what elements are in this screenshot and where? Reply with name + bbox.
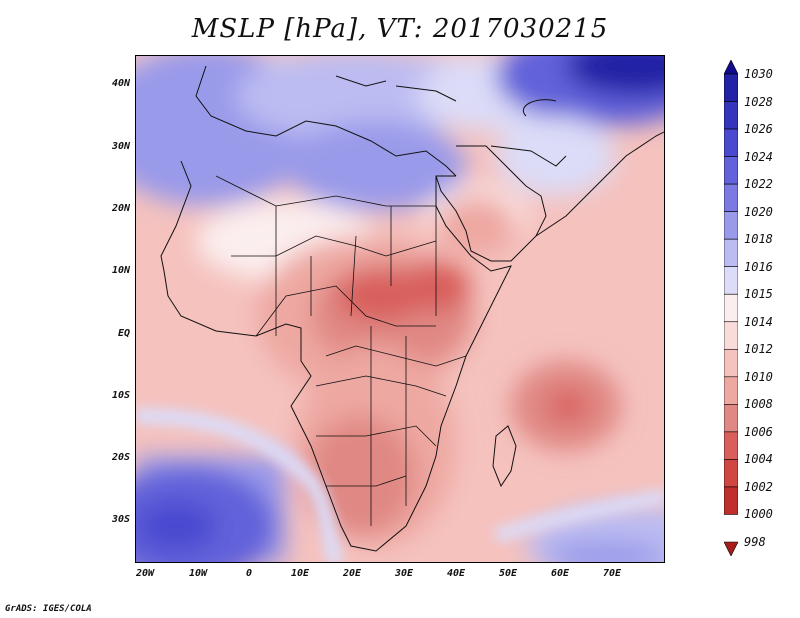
lon-label: 20E xyxy=(342,568,362,579)
lon-label: 20W xyxy=(135,568,155,579)
colorbar-level-label: 1018 xyxy=(744,232,773,247)
colorbar-level-label: 1004 xyxy=(744,452,773,467)
colorbar-level-label: 1006 xyxy=(744,424,773,439)
colorbar-level-label: 998 xyxy=(744,535,766,549)
colorbar-level-label: 1028 xyxy=(744,94,773,109)
colorbar-level-label: 1030 xyxy=(744,67,773,81)
lon-label: 60E xyxy=(550,568,570,579)
colorbar-level-label: 1008 xyxy=(744,397,773,412)
colorbar-level-label: 1010 xyxy=(744,369,773,384)
colorbar-level-label: 1014 xyxy=(744,314,773,329)
lat-label: 30N xyxy=(111,141,130,152)
lat-label: 10S xyxy=(111,390,130,401)
country-borders xyxy=(215,175,467,526)
lon-label: 30E xyxy=(394,568,414,579)
colorbar-swatch xyxy=(724,183,738,212)
colorbar-bottom-arrow xyxy=(724,541,738,556)
lon-label: 70E xyxy=(602,568,622,579)
colorbar-swatch xyxy=(724,73,738,102)
colorbar-level-label: 1000 xyxy=(744,507,773,522)
colorbar-swatch xyxy=(724,486,738,515)
colorbar-level-label: 1012 xyxy=(744,342,773,357)
pressure-field-map xyxy=(136,56,664,562)
lat-label: 40N xyxy=(111,78,130,89)
colorbar-swatch xyxy=(724,266,738,295)
colorbar-swatch xyxy=(724,431,738,460)
lat-label: 30S xyxy=(111,514,130,525)
colorbar xyxy=(724,60,738,556)
colorbar-level-label: 1022 xyxy=(744,177,773,192)
coastlines xyxy=(160,65,664,552)
colorbar-swatch xyxy=(724,376,738,405)
colorbar-level-label: 1002 xyxy=(744,479,773,494)
colorbar-level-label: 1015 xyxy=(744,287,773,302)
colorbar-level-label: 1016 xyxy=(744,259,773,274)
colorbar-swatch xyxy=(724,101,738,130)
map-title: MSLP [hPa], VT: 2017030215 xyxy=(191,14,609,44)
colorbar-swatch xyxy=(724,348,738,378)
lon-label: 0 xyxy=(245,568,253,579)
credit-label: GrADS: IGES/COLA xyxy=(5,604,92,614)
colorbar-swatch xyxy=(724,293,738,323)
lat-label: 10N xyxy=(111,265,130,276)
colorbar-level-label: 1024 xyxy=(744,149,773,164)
colorbar-top-arrow xyxy=(724,60,738,75)
colorbar-level-label: 1026 xyxy=(744,122,773,137)
lon-label: 40E xyxy=(446,568,466,579)
colorbar-swatch xyxy=(724,404,738,433)
colorbar-swatch xyxy=(724,321,738,350)
lat-label: 20N xyxy=(111,203,130,214)
lon-label: 10W xyxy=(188,568,208,579)
map-frame xyxy=(135,55,665,563)
colorbar-swatch xyxy=(724,459,738,488)
colorbar-swatch xyxy=(724,156,738,185)
lat-label: EQ xyxy=(117,328,130,339)
colorbar-swatch xyxy=(724,238,738,268)
colorbar-level-label: 1020 xyxy=(744,204,773,219)
lon-label: 10E xyxy=(290,568,310,579)
colorbar-swatch xyxy=(724,211,738,240)
colorbar-swatch xyxy=(724,128,738,157)
lon-label: 50E xyxy=(498,568,518,579)
lat-label: 20S xyxy=(111,452,130,463)
